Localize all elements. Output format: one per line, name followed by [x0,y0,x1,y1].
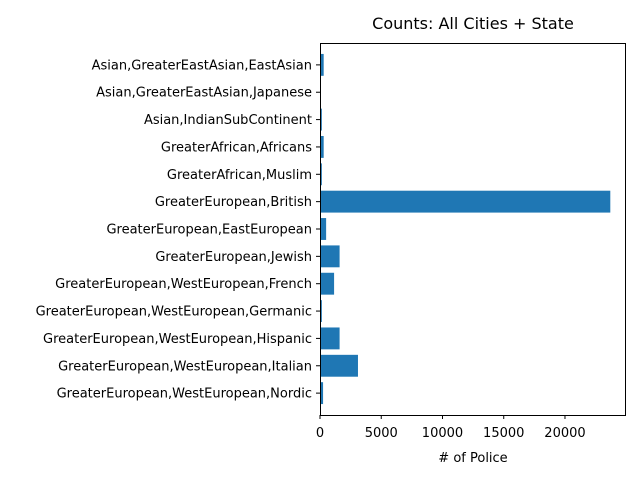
bar [320,136,324,158]
x-tick-label: 5000 [365,426,398,441]
y-tick-label: Asian,GreaterEastAsian,EastAsian [92,58,312,73]
y-tick-label: GreaterEuropean,WestEuropean,Germanic [36,305,312,320]
bar [320,354,358,377]
plot-frame [320,43,626,416]
y-tick-label: GreaterEuropean,WestEuropean,Hispanic [43,332,312,347]
bar [320,382,324,405]
y-tick-label: GreaterAfrican,Africans [161,140,312,155]
x-tick-label: 0 [316,426,324,441]
bar [320,190,611,213]
chart-title: Counts: All Cities + State [372,14,574,33]
bar [320,245,340,268]
x-axis-ticks: 0 5000 10000 15000 20000 [316,415,586,441]
bar [320,327,340,350]
y-tick-label: GreaterEuropean,WestEuropean,Nordic [57,387,312,402]
y-tick-label: GreaterEuropean,Jewish [155,250,312,265]
y-tick-label: GreaterEuropean,EastEuropean [106,223,312,238]
y-tick-label: Asian,IndianSubContinent [144,113,312,128]
bar [320,272,335,295]
bar [320,53,324,76]
y-tick-label: Asian,GreaterEastAsian,Japanese [96,86,312,101]
y-tick-label: GreaterEuropean,British [155,195,312,210]
x-tick-label: 15000 [483,426,524,441]
bars-group [320,53,611,405]
y-axis-ticks: Asian,GreaterEastAsian,EastAsian Asian,Gr… [36,58,320,402]
y-tick-label: GreaterEuropean,WestEuropean,Italian [58,359,312,374]
y-tick-label: GreaterEuropean,WestEuropean,French [55,277,312,292]
x-axis-label: # of Police [438,451,507,466]
bar [320,218,327,240]
y-tick-label: GreaterAfrican,Muslim [167,168,312,183]
x-tick-label: 20000 [544,426,585,441]
x-tick-label: 10000 [422,426,463,441]
